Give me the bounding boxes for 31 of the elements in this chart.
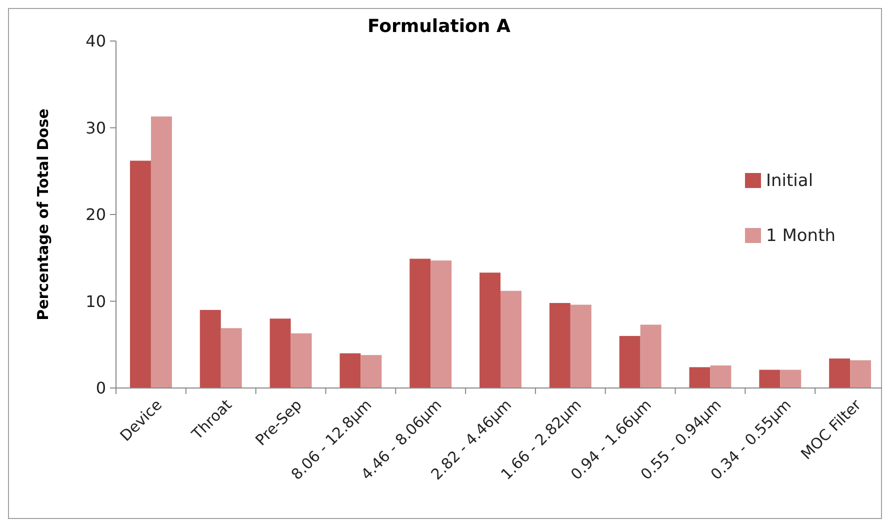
y-tick-label: 20 [86, 205, 106, 224]
bar [410, 258, 431, 388]
y-tick-label: 30 [86, 118, 106, 138]
bar [150, 116, 172, 388]
y-tick-label: 40 [86, 32, 106, 51]
bar [619, 336, 640, 388]
bar [570, 304, 592, 388]
bar [829, 358, 850, 388]
bar [340, 353, 361, 388]
bar [220, 328, 242, 388]
y-axis-title: Percentage of Total Dose [34, 108, 52, 320]
bar [759, 370, 780, 388]
bar [130, 160, 151, 388]
bar [290, 333, 312, 388]
bar [780, 370, 802, 388]
legend-label: 1 Month [766, 226, 836, 246]
bar [500, 290, 522, 388]
bar [480, 272, 500, 388]
bar [689, 367, 710, 388]
bar [270, 318, 291, 388]
bar [549, 302, 570, 388]
chart-title: Formulation A [368, 16, 510, 37]
legend-label: Initial [766, 170, 814, 191]
bar [360, 355, 382, 388]
bar [640, 324, 662, 388]
bar [200, 310, 221, 388]
y-tick-label: 0 [96, 378, 106, 398]
bar [430, 260, 452, 388]
bar [710, 365, 732, 388]
bar [850, 360, 872, 388]
y-tick-label: 10 [86, 292, 106, 311]
